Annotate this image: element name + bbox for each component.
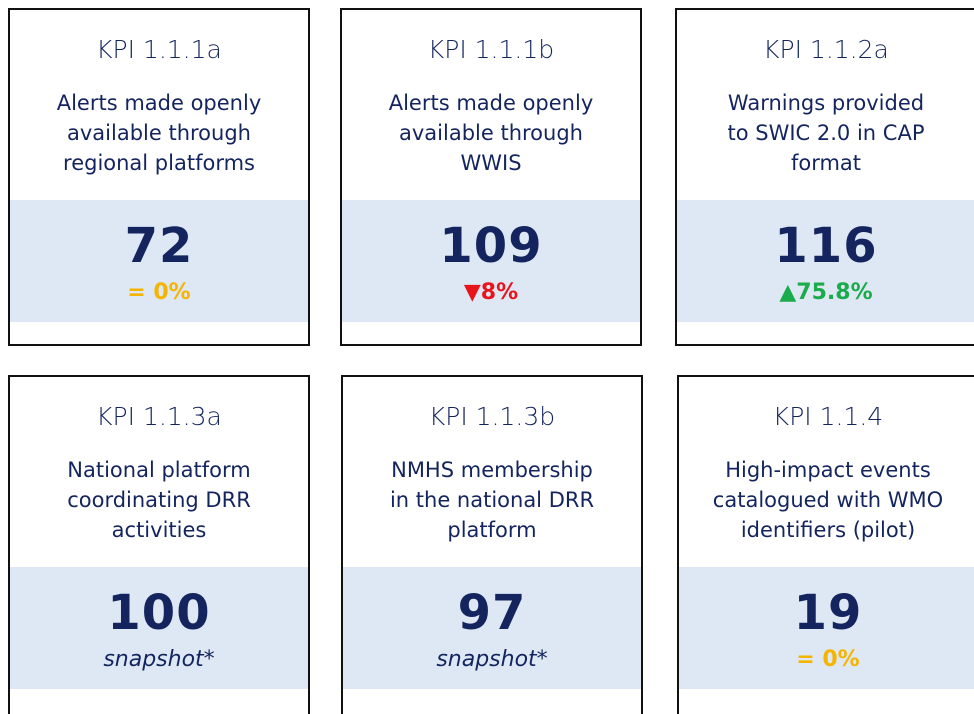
kpi-card: KPI 1.1.1b Alerts made openly available th… bbox=[340, 8, 642, 346]
kpi-description: National platform bbox=[67, 458, 251, 482]
kpi-code: KPI 1.1.3b bbox=[428, 402, 556, 431]
kpi-description: Alerts made openly bbox=[388, 91, 594, 115]
kpi-value: 72 bbox=[124, 218, 194, 274]
kpi-description: catalogued with WMO bbox=[712, 488, 944, 512]
kpi-change: snapshot* bbox=[103, 647, 215, 672]
kpi-change: = 0% bbox=[127, 280, 191, 305]
kpi-description: available through bbox=[399, 121, 583, 145]
kpi-description: format bbox=[790, 151, 862, 175]
kpi-value: 97 bbox=[457, 585, 527, 641]
value-band bbox=[677, 200, 974, 322]
kpi-code: KPI 1.1.2a bbox=[763, 35, 889, 64]
kpi-value: 100 bbox=[107, 585, 211, 641]
kpi-change: ▼8% bbox=[463, 280, 519, 305]
kpi-description: in the national DRR bbox=[389, 488, 595, 512]
kpi-card: KPI 1.1.1a Alerts made openly available th… bbox=[8, 8, 310, 346]
kpi-description: regional platforms bbox=[63, 151, 255, 175]
kpi-card: KPI 1.1.3b NMHS membership in the national… bbox=[341, 375, 643, 714]
kpi-description: available through bbox=[67, 121, 251, 145]
value-band bbox=[679, 567, 974, 689]
value-band bbox=[10, 567, 308, 689]
kpi-value: 109 bbox=[439, 218, 543, 274]
kpi-code: KPI 1.1.3a bbox=[96, 402, 222, 431]
kpi-description: identifiers (pilot) bbox=[740, 518, 916, 542]
kpi-value: 116 bbox=[774, 218, 878, 274]
kpi-description: platform bbox=[447, 518, 537, 542]
kpi-code: KPI 1.1.4 bbox=[772, 402, 884, 431]
kpi-change: snapshot* bbox=[436, 647, 548, 672]
kpi-description: High-impact events bbox=[725, 458, 931, 482]
kpi-card: KPI 1.1.2a Warnings provided to SWIC 2.0 i… bbox=[675, 8, 974, 346]
kpi-description: WWIS bbox=[460, 151, 522, 175]
kpi-code: KPI 1.1.1a bbox=[96, 35, 222, 64]
value-band bbox=[343, 567, 641, 689]
kpi-description: Warnings provided bbox=[727, 91, 925, 115]
kpi-change: ▲75.8% bbox=[779, 280, 873, 305]
kpi-description: coordinating DRR bbox=[67, 488, 251, 512]
kpi-description: Alerts made openly bbox=[56, 91, 262, 115]
value-band bbox=[10, 200, 308, 322]
kpi-code: KPI 1.1.1b bbox=[427, 35, 555, 64]
kpi-description: to SWIC 2.0 in CAP bbox=[727, 121, 925, 145]
kpi-change: = 0% bbox=[796, 647, 860, 672]
kpi-card: KPI 1.1.3a National platform coordinating … bbox=[8, 375, 310, 714]
kpi-card: KPI 1.1.4 High-impact events catalogued wi… bbox=[677, 375, 974, 714]
value-band bbox=[342, 200, 640, 322]
kpi-description: activities bbox=[111, 518, 207, 542]
kpi-value: 19 bbox=[793, 585, 863, 641]
kpi-description: NMHS membership bbox=[391, 458, 593, 482]
